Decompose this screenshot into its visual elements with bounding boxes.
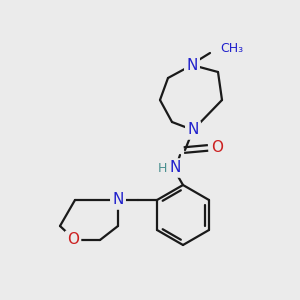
Text: N: N <box>169 160 181 175</box>
Text: O: O <box>67 232 79 247</box>
Text: N: N <box>186 58 198 73</box>
Text: O: O <box>211 140 223 155</box>
Text: N: N <box>112 193 124 208</box>
Text: H: H <box>157 161 167 175</box>
Text: N: N <box>187 122 199 137</box>
Text: CH₃: CH₃ <box>220 43 243 56</box>
